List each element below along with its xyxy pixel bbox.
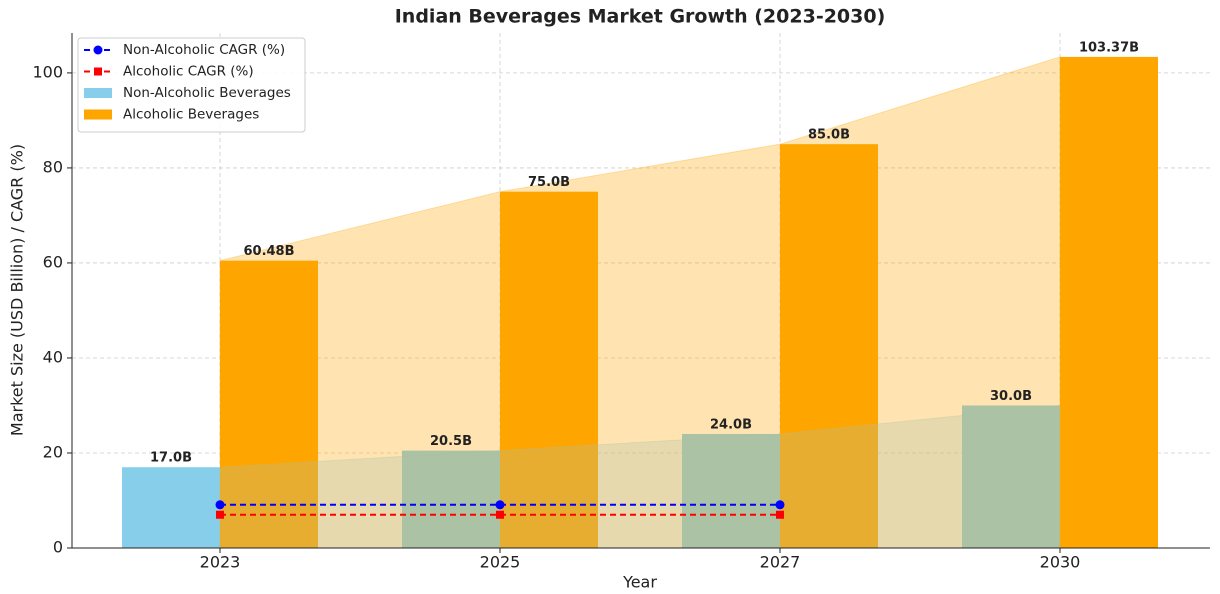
legend-label: Alcoholic CAGR (%): [123, 64, 254, 80]
bar: [780, 144, 878, 549]
bar: [682, 433, 780, 548]
value-label: 20.5B: [430, 434, 472, 449]
legend-box: [77, 37, 306, 133]
x-axis-label: Year: [622, 573, 657, 592]
marker: [496, 510, 504, 519]
y-tick-label: 100: [32, 62, 63, 81]
y-tick-label: 0: [53, 538, 63, 557]
value-label: 24.0B: [710, 417, 752, 432]
bar: [1060, 56, 1158, 548]
y-tick-label: 80: [43, 157, 63, 176]
legend-label: Non-Alcoholic Beverages: [123, 85, 291, 101]
legend-swatch: [84, 88, 112, 98]
value-label: 75.0B: [528, 175, 570, 190]
value-label: 103.37B: [1079, 40, 1139, 55]
marker: [775, 500, 785, 510]
x-tick-label: 2023: [200, 553, 241, 572]
x-tick-label: 2025: [480, 553, 521, 572]
marker: [495, 500, 505, 510]
bar: [500, 191, 598, 548]
legend-label: Non-Alcoholic CAGR (%): [123, 42, 285, 58]
bar: [122, 467, 220, 548]
marker: [94, 67, 102, 76]
y-tick-label: 20: [43, 442, 63, 461]
marker: [216, 510, 224, 519]
y-tick-label: 40: [43, 347, 63, 366]
legend-swatch: [84, 109, 112, 120]
y-tick-label: 60: [43, 252, 63, 271]
bar: [962, 405, 1060, 548]
marker: [93, 45, 103, 55]
marker: [776, 510, 784, 519]
x-tick-label: 2027: [760, 553, 801, 572]
value-label: 17.0B: [150, 451, 192, 466]
marker: [215, 500, 225, 510]
y-axis-label: Market Size (USD Billion) / CAGR (%): [8, 144, 27, 436]
bar: [402, 450, 500, 548]
value-label: 85.0B: [808, 128, 850, 143]
value-label: 30.0B: [990, 389, 1032, 404]
value-label: 60.48B: [243, 244, 294, 259]
legend-label: Alcoholic Beverages: [123, 107, 259, 123]
area: [219, 56, 1061, 549]
chart-title: Indian Beverages Market Growth (2023-203…: [395, 6, 886, 28]
bar: [220, 260, 318, 548]
x-tick-label: 2030: [1040, 553, 1081, 572]
